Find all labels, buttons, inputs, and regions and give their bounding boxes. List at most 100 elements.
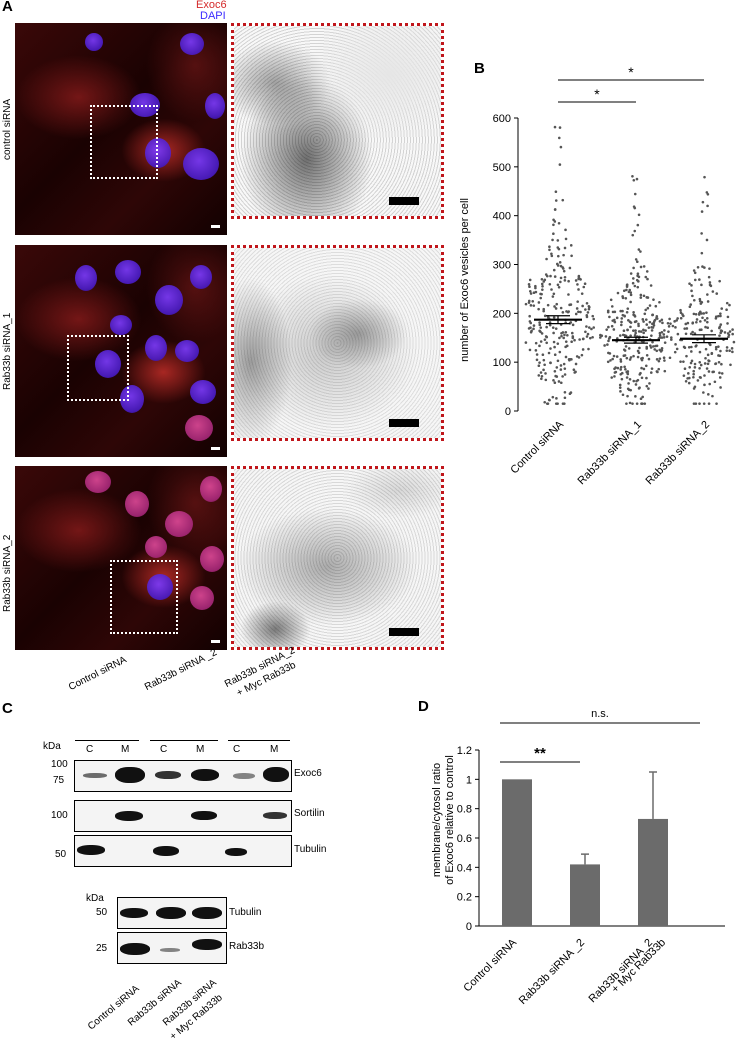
data-point (565, 344, 569, 348)
data-point (641, 395, 645, 399)
data-point (707, 359, 711, 363)
data-point (709, 284, 713, 288)
data-point (619, 358, 623, 361)
data-point (627, 388, 631, 392)
data-point (626, 328, 629, 332)
data-point (712, 370, 716, 374)
data-point (654, 344, 657, 348)
data-point (613, 310, 617, 314)
data-point (635, 260, 639, 264)
data-point (642, 331, 645, 335)
data-point (585, 315, 589, 319)
data-point (563, 373, 567, 376)
data-point (611, 357, 614, 361)
data-point (725, 301, 729, 305)
data-point (537, 301, 541, 304)
data-point (550, 288, 553, 291)
significance-double-star: ** (534, 745, 546, 762)
data-point (559, 381, 563, 385)
data-point (698, 402, 701, 405)
data-point (557, 136, 561, 140)
data-point (554, 199, 558, 202)
data-point (524, 341, 528, 344)
data-point (548, 245, 551, 249)
data-point (663, 341, 667, 344)
data-point (529, 292, 533, 295)
marker-75: 75 (53, 775, 65, 786)
data-point (637, 248, 641, 251)
data-point (528, 320, 532, 323)
data-point (708, 281, 712, 284)
data-point (674, 343, 677, 346)
data-point (705, 311, 708, 314)
data-point (644, 275, 648, 279)
data-point (657, 359, 661, 363)
data-point (641, 356, 644, 360)
data-point (575, 307, 579, 310)
data-point (577, 356, 581, 359)
group-line (228, 740, 290, 741)
data-point (640, 376, 644, 380)
data-point (658, 336, 662, 340)
y-tick-label: 400 (493, 211, 511, 223)
data-point (658, 331, 662, 335)
data-point (613, 320, 617, 324)
data-point (675, 319, 678, 322)
data-point (563, 367, 567, 370)
data-point (646, 277, 649, 281)
blot-tubulin (74, 835, 292, 867)
data-point (728, 330, 732, 333)
data-point (620, 323, 623, 327)
data-point (631, 174, 634, 178)
data-point (625, 376, 629, 379)
data-point (578, 338, 581, 341)
data-point (718, 279, 721, 283)
data-point (667, 325, 671, 328)
data-point (662, 336, 666, 339)
data-point (692, 375, 695, 379)
data-point (635, 278, 639, 282)
data-point (635, 379, 638, 383)
data-point (554, 374, 557, 378)
x-axis-labels: Control siRNA Rab33b siRNA_1 Rab33b siRNA_… (508, 418, 712, 485)
data-point (625, 402, 628, 405)
data-point (661, 321, 664, 325)
data-point (559, 368, 563, 371)
data-point (690, 345, 693, 349)
data-point (726, 322, 729, 325)
data-point (660, 331, 664, 334)
data-point (563, 402, 566, 405)
y-tick-label: 1 (466, 774, 472, 786)
data-point (599, 336, 602, 339)
data-point (553, 381, 557, 385)
data-point (642, 328, 645, 332)
data-point (628, 401, 632, 405)
data-point (647, 357, 651, 361)
data-point (556, 342, 560, 345)
data-point (695, 318, 699, 321)
data-point (553, 345, 556, 349)
data-point (719, 314, 722, 318)
data-point (706, 362, 710, 366)
data-point (693, 278, 697, 282)
group-line (150, 740, 218, 741)
data-point (681, 313, 684, 316)
data-point (584, 330, 587, 334)
panel-a-label: A (2, 0, 13, 15)
data-point (631, 233, 635, 237)
data-point (634, 329, 637, 332)
data-point (555, 366, 559, 369)
data-point (645, 353, 649, 357)
data-point (654, 304, 658, 308)
data-point (567, 358, 571, 361)
data-point (692, 269, 696, 272)
data-point (685, 354, 688, 358)
data-point (707, 402, 711, 405)
data-point (702, 402, 706, 405)
data-point (646, 296, 650, 299)
data-point (652, 298, 655, 301)
data-point (627, 347, 631, 350)
data-point (650, 326, 653, 329)
data-point (570, 358, 573, 361)
data-point (702, 312, 706, 315)
